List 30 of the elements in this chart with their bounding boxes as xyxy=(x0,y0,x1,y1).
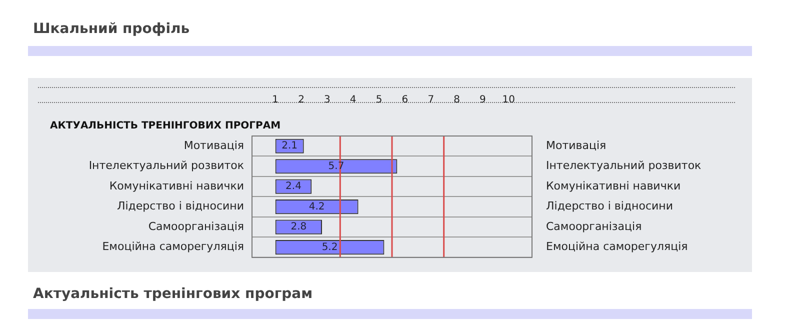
y2-tick-label: Емоційна саморегуляція xyxy=(546,240,688,254)
y2-tick-label: Мотивація xyxy=(546,138,606,152)
data-label: 2.8 xyxy=(290,222,307,233)
x-tick-label: 10 xyxy=(502,94,516,106)
data-label: 4.2 xyxy=(308,201,325,212)
y-tick-label: Самоорганізація xyxy=(148,220,244,233)
x-tick-label: 9 xyxy=(480,94,486,106)
y-tick-label: Інтелектуальний розвиток xyxy=(88,159,244,172)
data-label: 5.2 xyxy=(322,242,338,253)
text: Шкальний профіль xyxy=(33,21,190,37)
text: Актуальність тренінгових програм xyxy=(33,286,313,302)
x-tick-label: 1 xyxy=(272,94,279,106)
text: АКТУАЛЬНІСТЬ ТРЕНІНГОВИХ ПРОГРАМ xyxy=(50,120,281,132)
x-tick-label: 8 xyxy=(454,94,460,106)
y2-tick-label: Інтелектуальний розвиток xyxy=(546,159,702,172)
data-label: 2.1 xyxy=(282,140,298,152)
y2-tick-label: Лідерство і відносини xyxy=(546,200,674,213)
x-tick-label: 6 xyxy=(402,94,408,106)
y-tick-label: Емоційна саморегуляція xyxy=(102,240,244,254)
y2-tick-label: Самоорганізація xyxy=(546,220,642,233)
x-tick-label: 5 xyxy=(376,94,382,106)
y-tick-label: Лідерство і відносини xyxy=(116,200,244,213)
x-tick-label: 3 xyxy=(324,94,330,106)
y2-tick-label: Комунікативні навички xyxy=(546,179,681,192)
data-label: 2.4 xyxy=(286,181,302,192)
y-tick-label: Комунікативні навички xyxy=(109,179,244,192)
y-tick-label: Мотивація xyxy=(184,138,244,152)
x-tick-label: 7 xyxy=(428,94,434,106)
x-tick-label: 2 xyxy=(298,94,304,106)
x-tick-label: 4 xyxy=(350,94,356,106)
